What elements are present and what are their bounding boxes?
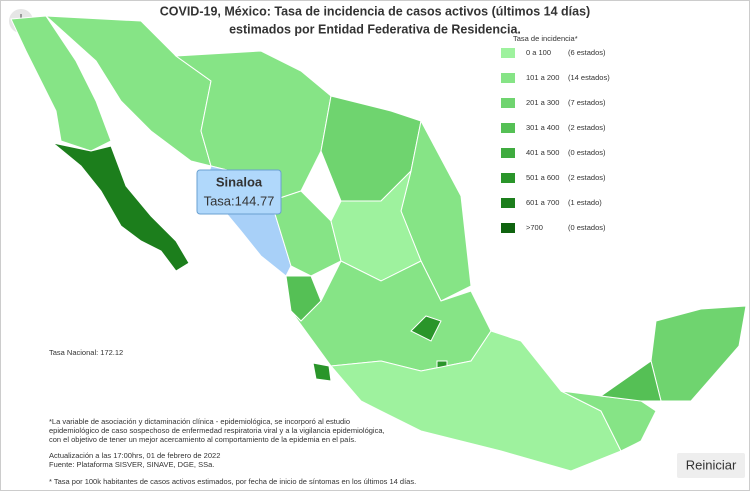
national-rate: Tasa Nacional: 172.12 (49, 348, 123, 357)
state (599, 360, 662, 402)
legend-swatch (501, 223, 515, 233)
legend-count: (7 estados) (568, 98, 606, 107)
state (650, 305, 747, 402)
map (10, 15, 747, 472)
legend-range: 0 a 100 (526, 48, 551, 57)
tooltip-rate: Tasa:144.77 (204, 193, 275, 208)
legend-range: 401 a 500 (526, 148, 559, 157)
legend-range: 301 a 400 (526, 123, 559, 132)
legend-range: 201 a 300 (526, 98, 559, 107)
legend-swatch (501, 148, 515, 158)
legend-swatch (501, 123, 515, 133)
note: epidemiológico de caso sospechoso de enf… (49, 426, 385, 435)
legend-count: (1 estado) (568, 198, 602, 207)
title: COVID-19, México: Tasa de incidencia de … (160, 4, 590, 18)
update: Actualización a las 17:00hrs, 01 de febr… (49, 451, 220, 460)
legend-swatch (501, 173, 515, 183)
legend-count: (0 estados) (568, 148, 606, 157)
legend: 0 a 100 (6 estados) 101 a 200 (14 estados) 2… (501, 48, 610, 233)
title: estimados por Entidad Federativa de Resi… (229, 22, 521, 36)
state (410, 315, 442, 342)
legend-count: (6 estados) (568, 48, 606, 57)
legend-swatch (501, 98, 515, 108)
state (312, 362, 332, 382)
legend-count: (2 estados) (568, 173, 606, 182)
tooltip: Sinaloa Tasa:144.77 (196, 169, 282, 215)
legend-range: 501 a 600 (526, 173, 559, 182)
legend-count: (2 estados) (568, 123, 606, 132)
legend-range: 601 a 700 (526, 198, 559, 207)
legend-title: Tasa de incidencia* (513, 34, 578, 43)
tooltip-box (196, 169, 282, 215)
reset-button[interactable] (677, 453, 745, 478)
tooltip-state: Sinaloa (216, 174, 263, 189)
source: Fuente: Plataforma SISVER, SINAVE, DGE, … (49, 460, 214, 469)
footnote: * Tasa por 100k habitantes de casos acti… (49, 477, 416, 486)
state (52, 142, 190, 272)
legend-range: >700 (526, 223, 543, 232)
legend-swatch (501, 73, 515, 83)
legend-swatch (501, 198, 515, 208)
legend-count: (0 estados) (568, 223, 606, 232)
legend-range: 101 a 200 (526, 73, 559, 82)
reset-label: Reiniciar (686, 457, 737, 472)
legend-swatch (501, 48, 515, 58)
note: con el objetivo de tener un mejor acerca… (49, 435, 356, 444)
legend-count: (14 estados) (568, 73, 610, 82)
note: *La variable de asociación y dictaminaci… (49, 417, 350, 426)
